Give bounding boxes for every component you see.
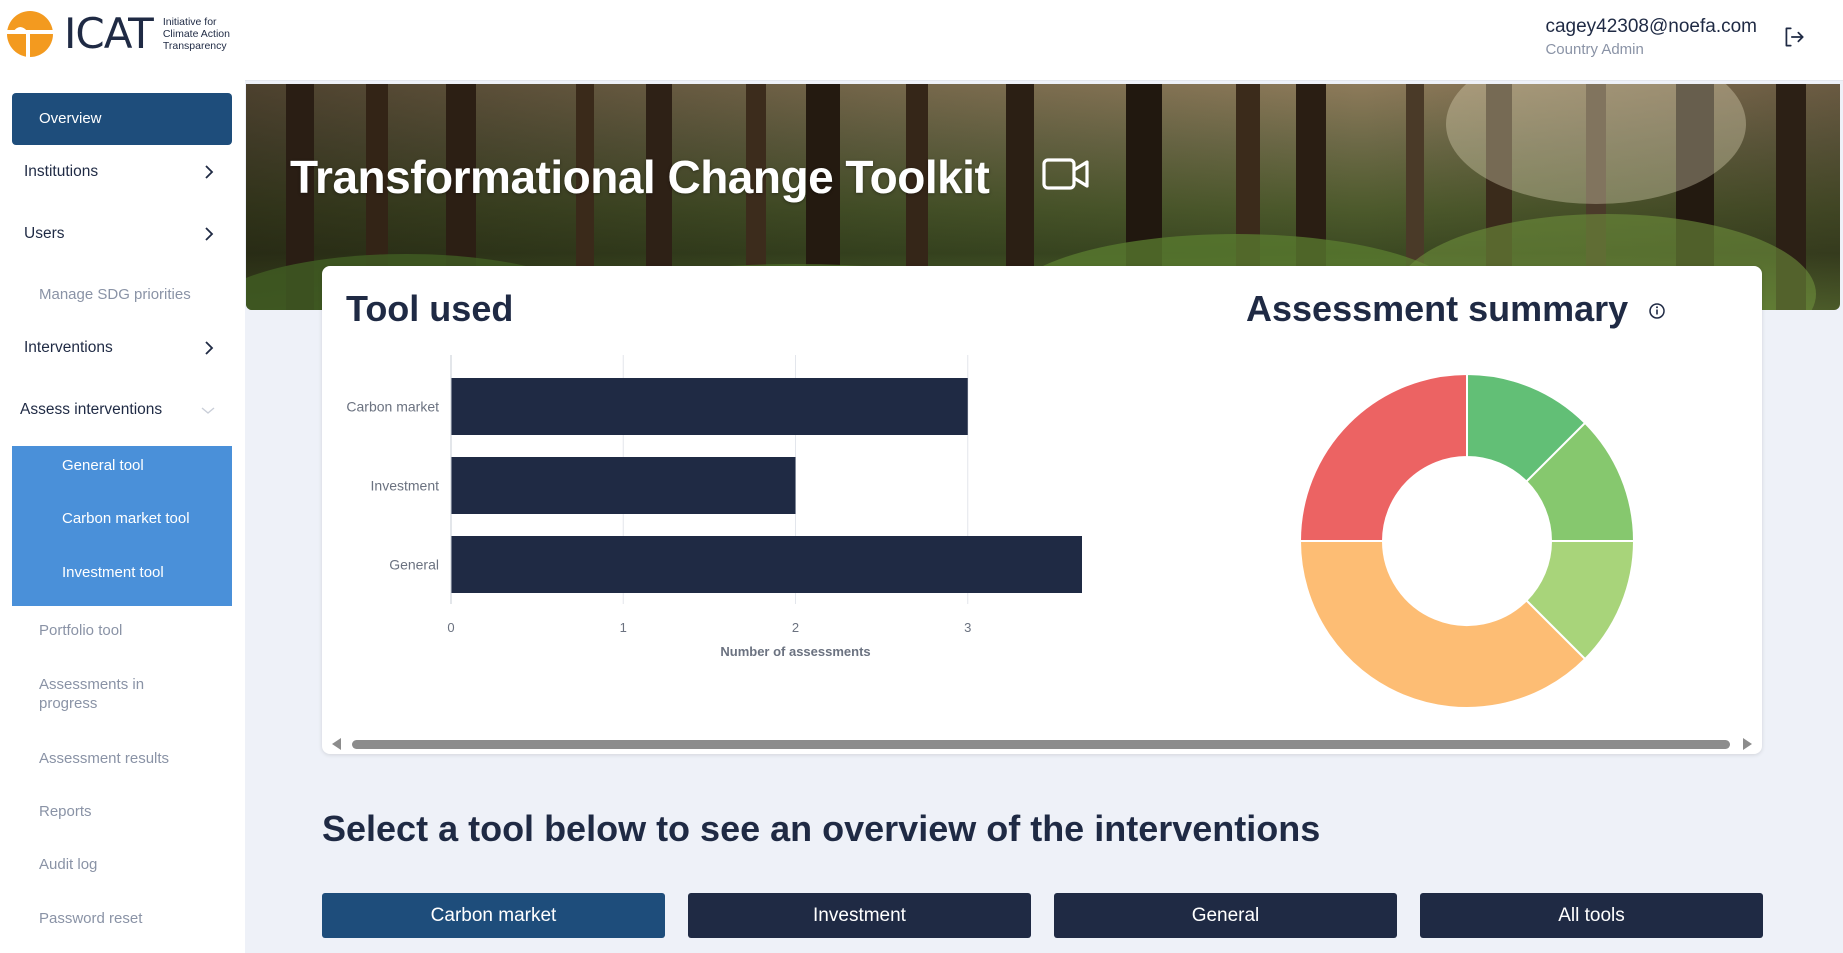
sidebar-item-institutions[interactable]: Institutions <box>12 152 232 192</box>
x-axis-label: Number of assessments <box>720 644 870 659</box>
logout-icon[interactable] <box>1781 24 1807 50</box>
x-tick-label: 2 <box>792 620 799 635</box>
chevron-right-icon <box>205 227 214 241</box>
sidebar-item-users[interactable]: Users <box>12 214 232 254</box>
icat-logo-mark <box>7 11 53 57</box>
user-role: Country Admin <box>1545 41 1644 58</box>
sidebar-item-password-reset[interactable]: Password reset <box>12 909 232 928</box>
sidebar-item-label: Institutions <box>24 163 99 180</box>
section-title: Select a tool below to see an overview o… <box>322 808 1321 849</box>
sidebar-item-label: Portfolio tool <box>39 622 123 639</box>
general-button[interactable]: General <box>1054 893 1397 938</box>
sidebar-item-reports[interactable]: Reports <box>12 802 232 821</box>
sidebar-item-assess-interventions[interactable]: Assess interventions <box>12 390 232 430</box>
sidebar-item-label: Assessment results <box>39 750 170 767</box>
sidebar-item-label: Reports <box>39 803 92 820</box>
tool-used-bar-chart: 01234Carbon marketInvestmentGeneralNumbe… <box>346 355 1082 659</box>
sidebar-item-label: Assessments in progress <box>39 676 145 712</box>
sidebar-item-manage-sdg-priorities[interactable]: Manage SDG priorities <box>12 285 232 304</box>
sidebar-item-label: Carbon market tool <box>62 510 190 527</box>
horizontal-scrollbar[interactable] <box>330 738 1754 750</box>
logo-tagline: Initiative for Climate Action Transparen… <box>162 16 230 52</box>
donut-slice <box>1298 372 1468 542</box>
chevron-right-icon <box>205 341 214 355</box>
sidebar-item-audit-log[interactable]: Audit log <box>12 855 232 874</box>
sidebar-item-assessment-results[interactable]: Assessment results <box>12 749 232 768</box>
scroll-right-arrow-icon[interactable] <box>1743 738 1752 750</box>
sidebar-item-label: Audit log <box>39 856 98 873</box>
top-bar: ICAT Initiative for Climate Action Trans… <box>0 0 1843 81</box>
all-tools-button[interactable]: All tools <box>1420 893 1763 938</box>
icat-logo[interactable]: ICAT Initiative for Climate Action Trans… <box>6 10 243 58</box>
sidebar-item-label: Manage SDG priorities <box>39 286 191 303</box>
scrollbar-thumb[interactable] <box>352 740 1730 749</box>
tool-used-title: Tool used <box>346 288 514 329</box>
sidebar-item-portfolio-tool[interactable]: Portfolio tool <box>12 621 232 640</box>
sidebar-item-general-tool[interactable]: General tool <box>12 453 232 479</box>
assess-interventions-submenu: General tool Carbon market tool Investme… <box>12 446 232 606</box>
sidebar-item-label: Password reset <box>39 910 143 927</box>
chevron-right-icon <box>205 165 214 179</box>
x-tick-label: 0 <box>447 620 454 635</box>
y-tick-label: General <box>389 557 439 573</box>
sidebar-item-overview[interactable]: Overview <box>12 93 232 145</box>
bar <box>451 378 968 435</box>
sidebar-item-interventions[interactable]: Interventions <box>12 328 232 368</box>
video-camera-icon[interactable] <box>1042 154 1090 194</box>
sidebar-item-label: Interventions <box>24 339 113 356</box>
sidebar-item-label: Overview <box>39 110 102 127</box>
y-tick-label: Investment <box>371 478 440 494</box>
user-info: cagey42308@noefa.com Country Admin <box>1545 15 1757 61</box>
x-tick-label: 1 <box>620 620 627 635</box>
sidebar-item-label: Assess interventions <box>20 401 163 418</box>
banner-title: Transformational Change Toolkit <box>290 151 990 203</box>
sidebar-item-carbon-market-tool[interactable]: Carbon market tool <box>12 506 232 532</box>
bar <box>451 457 796 514</box>
sidebar-item-label: Users <box>24 225 65 242</box>
info-icon[interactable] <box>1648 302 1666 320</box>
donut-slice <box>1298 540 1587 709</box>
sidebar-item-label: Investment tool <box>62 564 164 581</box>
sidebar: Overview Institutions Users Manage SDG p… <box>0 80 245 953</box>
bar <box>451 536 1082 593</box>
investment-button[interactable]: Investment <box>688 893 1031 938</box>
sidebar-item-label: General tool <box>62 457 144 474</box>
carbon-market-button[interactable]: Carbon market <box>322 893 665 938</box>
assessment-summary-donut-chart <box>1298 372 1636 709</box>
logo-wordmark: ICAT <box>64 9 154 58</box>
sidebar-item-investment-tool[interactable]: Investment tool <box>12 560 232 586</box>
sidebar-item-assessments-in-progress[interactable]: Assessments in progress <box>12 675 162 713</box>
user-email: cagey42308@noefa.com <box>1545 16 1757 37</box>
dashboard-card: Tool used Assessment summary 01234Carbon… <box>322 266 1762 754</box>
scroll-left-arrow-icon[interactable] <box>332 738 341 750</box>
chevron-down-icon <box>201 407 215 414</box>
assessment-summary-title: Assessment summary <box>1246 288 1629 329</box>
x-tick-label: 3 <box>964 620 971 635</box>
y-tick-label: Carbon market <box>346 399 439 415</box>
